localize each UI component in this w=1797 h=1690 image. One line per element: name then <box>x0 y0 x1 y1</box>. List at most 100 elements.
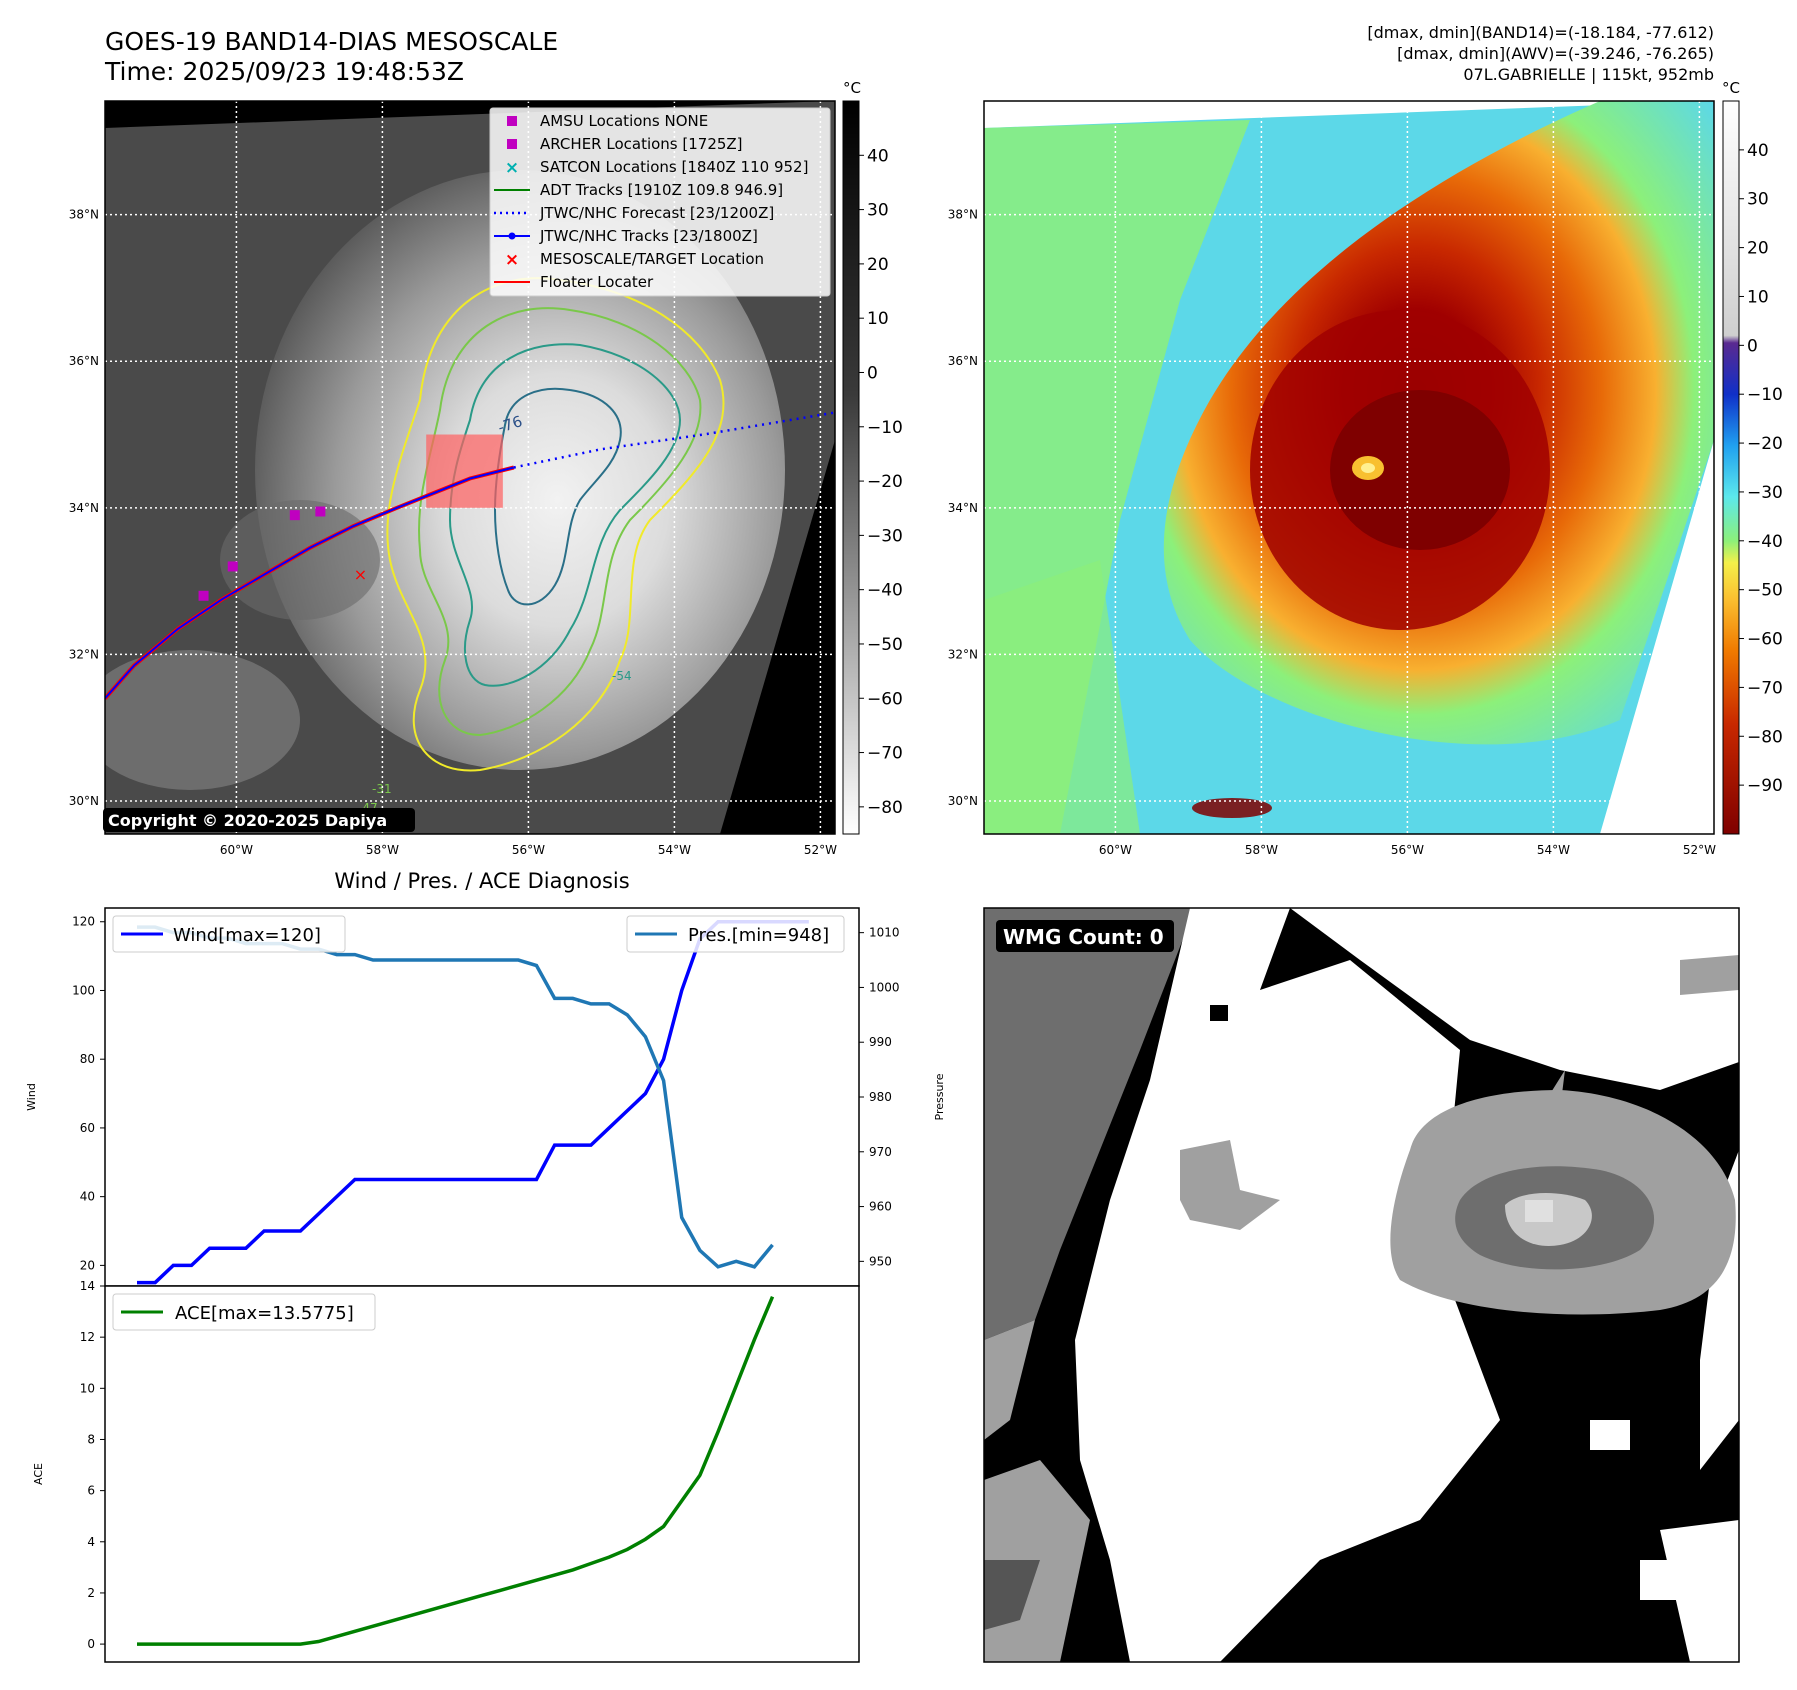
legend-marker-dot <box>508 232 516 240</box>
contour-label-2: -31 <box>372 782 392 796</box>
lat-tick-label: 34°N <box>69 501 99 515</box>
colorbar-tick-label: 30 <box>1747 190 1769 210</box>
ace-chart: 0 2 4 6 8 10 12 14 ACE ACE[max=13.5775] <box>32 1279 860 1663</box>
wind-axis-label: Wind <box>25 1083 38 1111</box>
pressure-legend-label: Pres.[min=948] <box>688 925 829 946</box>
band14-frame <box>104 100 836 835</box>
diagnosis-title: Wind / Pres. / ACE Diagnosis <box>334 869 629 893</box>
awv-colorbar-unit: °C <box>1722 79 1740 97</box>
lon-tick-label: 54°W <box>1537 843 1570 857</box>
archer-points <box>198 506 326 601</box>
floater-box <box>426 434 503 508</box>
lat-tick-label: 34°N <box>948 501 978 515</box>
legend-label: AMSU Locations NONE <box>540 112 708 130</box>
lat-tick-label: 36°N <box>69 354 99 368</box>
pressure-axis-label: Pressure <box>933 1073 946 1120</box>
info-line3: 07L.GABRIELLE | 115kt, 952mb <box>1463 65 1714 84</box>
wmg-white-band <box>1075 908 1500 1662</box>
lon-tick-label: 60°W <box>1099 843 1132 857</box>
colorbar-tick-label: −80 <box>1747 727 1783 747</box>
colorbar-tick-label: −60 <box>867 689 903 709</box>
colorbar-tick-label: −20 <box>867 472 903 492</box>
lon-tick-label: 54°W <box>658 843 691 857</box>
legend-marker-square <box>507 116 517 126</box>
wind-tick-label: 20 <box>80 1258 95 1272</box>
pressure-tick-label: 970 <box>869 1145 892 1159</box>
archer-marker <box>227 561 238 572</box>
colorbar-tick-label: 30 <box>867 201 889 221</box>
pressure-tick-label: 950 <box>869 1254 892 1268</box>
lon-tick-label: 52°W <box>1683 843 1716 857</box>
wind-legend: Wind[max=120] <box>112 915 346 953</box>
wmg-panel: WMG Count: 0 <box>983 907 1740 1663</box>
wmg-grey-left <box>984 908 1195 1340</box>
forecast-track <box>513 411 835 469</box>
wind-tick-label: 120 <box>72 915 95 929</box>
colorbar-tick-label: −40 <box>1747 532 1783 552</box>
pressure-tick-label: 1010 <box>869 926 900 940</box>
pressure-legend: Pres.[min=948] <box>626 915 845 953</box>
ace-series-line <box>137 1296 775 1646</box>
legend: AMSU Locations NONE ARCHER Locations [172… <box>489 107 831 297</box>
legend-item: JTWC/NHC Forecast [23/1200Z] <box>494 204 774 222</box>
colorbar-tick-label: −70 <box>867 744 903 764</box>
ace-tick-label: 2 <box>87 1586 95 1600</box>
ace-tick-label: 10 <box>80 1381 95 1395</box>
lon-tick-label: 56°W <box>1391 843 1424 857</box>
colorbar-tick-label: −90 <box>1747 776 1783 796</box>
colorbar-tick-label: −10 <box>867 418 903 438</box>
pressure-tick-label: 980 <box>869 1090 892 1104</box>
lon-tick-label: 52°W <box>804 843 837 857</box>
lat-tick-label: 30°N <box>69 794 99 808</box>
lat-tick-label: 38°N <box>948 208 978 222</box>
lon-tick-label: 58°W <box>1245 843 1278 857</box>
lat-tick-label: 30°N <box>948 794 978 808</box>
colorbar-tick-label: 20 <box>1747 239 1769 259</box>
legend-item: ADT Tracks [1910Z 109.8 946.9] <box>494 181 783 199</box>
colorbar-tick-label: −10 <box>1747 385 1783 405</box>
info-line1: [dmax, dmin](BAND14)=(-18.184, -77.612) <box>1367 23 1714 42</box>
colorbar-tick-label: −50 <box>867 635 903 655</box>
colorbar-tick-label: −80 <box>867 798 903 818</box>
colorbar-tick-label: 0 <box>867 363 878 383</box>
legend-item: × MESOSCALE/TARGET Location <box>505 250 764 270</box>
legend-label: SATCON Locations [1840Z 110 952] <box>540 158 808 176</box>
colorbar-tick-label: −70 <box>1747 678 1783 698</box>
ace-legend: ACE[max=13.5775] <box>112 1293 376 1331</box>
colorbar-tick-label: −30 <box>1747 483 1783 503</box>
band14-colorbar-ticks: 40 30 20 10 0 −10 −20 −30 −40 −50 −60 −70 −80 <box>859 146 903 818</box>
archer-marker <box>289 510 300 521</box>
colorbar-tick-label: 40 <box>867 146 889 166</box>
wind-pressure-chart: 20 40 60 80 100 120 950 960 970 980 990 1000 1010 Wi… <box>25 907 946 1287</box>
awv-colorbar-ticks: 40 30 20 10 0 −10 −20 −30 −40 −50 −60 −70 −80 −90 <box>1739 141 1783 796</box>
colorbar-tick-label: 10 <box>1747 287 1769 307</box>
colorbar-tick-label: −20 <box>1747 434 1783 454</box>
ace-tick-label: 14 <box>80 1279 95 1293</box>
main-title-line2: Time: 2025/09/23 19:48:53Z <box>104 57 464 86</box>
contour-core <box>493 387 622 606</box>
main-title-line1: GOES-19 BAND14-DIAS MESOSCALE <box>105 27 558 56</box>
band14-colorbar-unit: °C <box>843 79 861 97</box>
legend-label: Floater Locater <box>540 273 654 291</box>
colorbar-tick-label: −60 <box>1747 630 1783 650</box>
legend-item: ARCHER Locations [1725Z] <box>507 135 743 153</box>
awv-panel: 60°W 58°W 56°W 54°W 52°W 38°N 36°N 34°N 32°N 30°N… <box>948 79 1783 857</box>
ace-legend-label: ACE[max=13.5775] <box>175 1303 354 1324</box>
lon-tick-label: 56°W <box>512 843 545 857</box>
ace-tick-label: 4 <box>87 1535 95 1549</box>
info-line2: [dmax, dmin](AWV)=(-39.246, -76.265) <box>1397 44 1714 63</box>
lat-tick-label: 36°N <box>948 354 978 368</box>
awv-axis-ticks: 60°W 58°W 56°W 54°W 52°W 38°N 36°N 34°N 32°N 30°N <box>948 208 1716 857</box>
pressure-tick-label: 1000 <box>869 980 900 994</box>
colorbar-tick-label: 0 <box>1747 336 1758 356</box>
legend-label: JTWC/NHC Forecast [23/1200Z] <box>539 204 774 222</box>
legend-label: MESOSCALE/TARGET Location <box>540 250 764 268</box>
ace-tick-label: 12 <box>80 1330 95 1344</box>
band14-colorbar <box>842 100 860 835</box>
ace-tick-label: 8 <box>87 1432 95 1446</box>
legend-marker-x: × <box>505 158 519 178</box>
awv-colorbar <box>1722 100 1740 835</box>
jtwc-track <box>105 466 515 700</box>
colorbar-tick-label: −50 <box>1747 581 1783 601</box>
